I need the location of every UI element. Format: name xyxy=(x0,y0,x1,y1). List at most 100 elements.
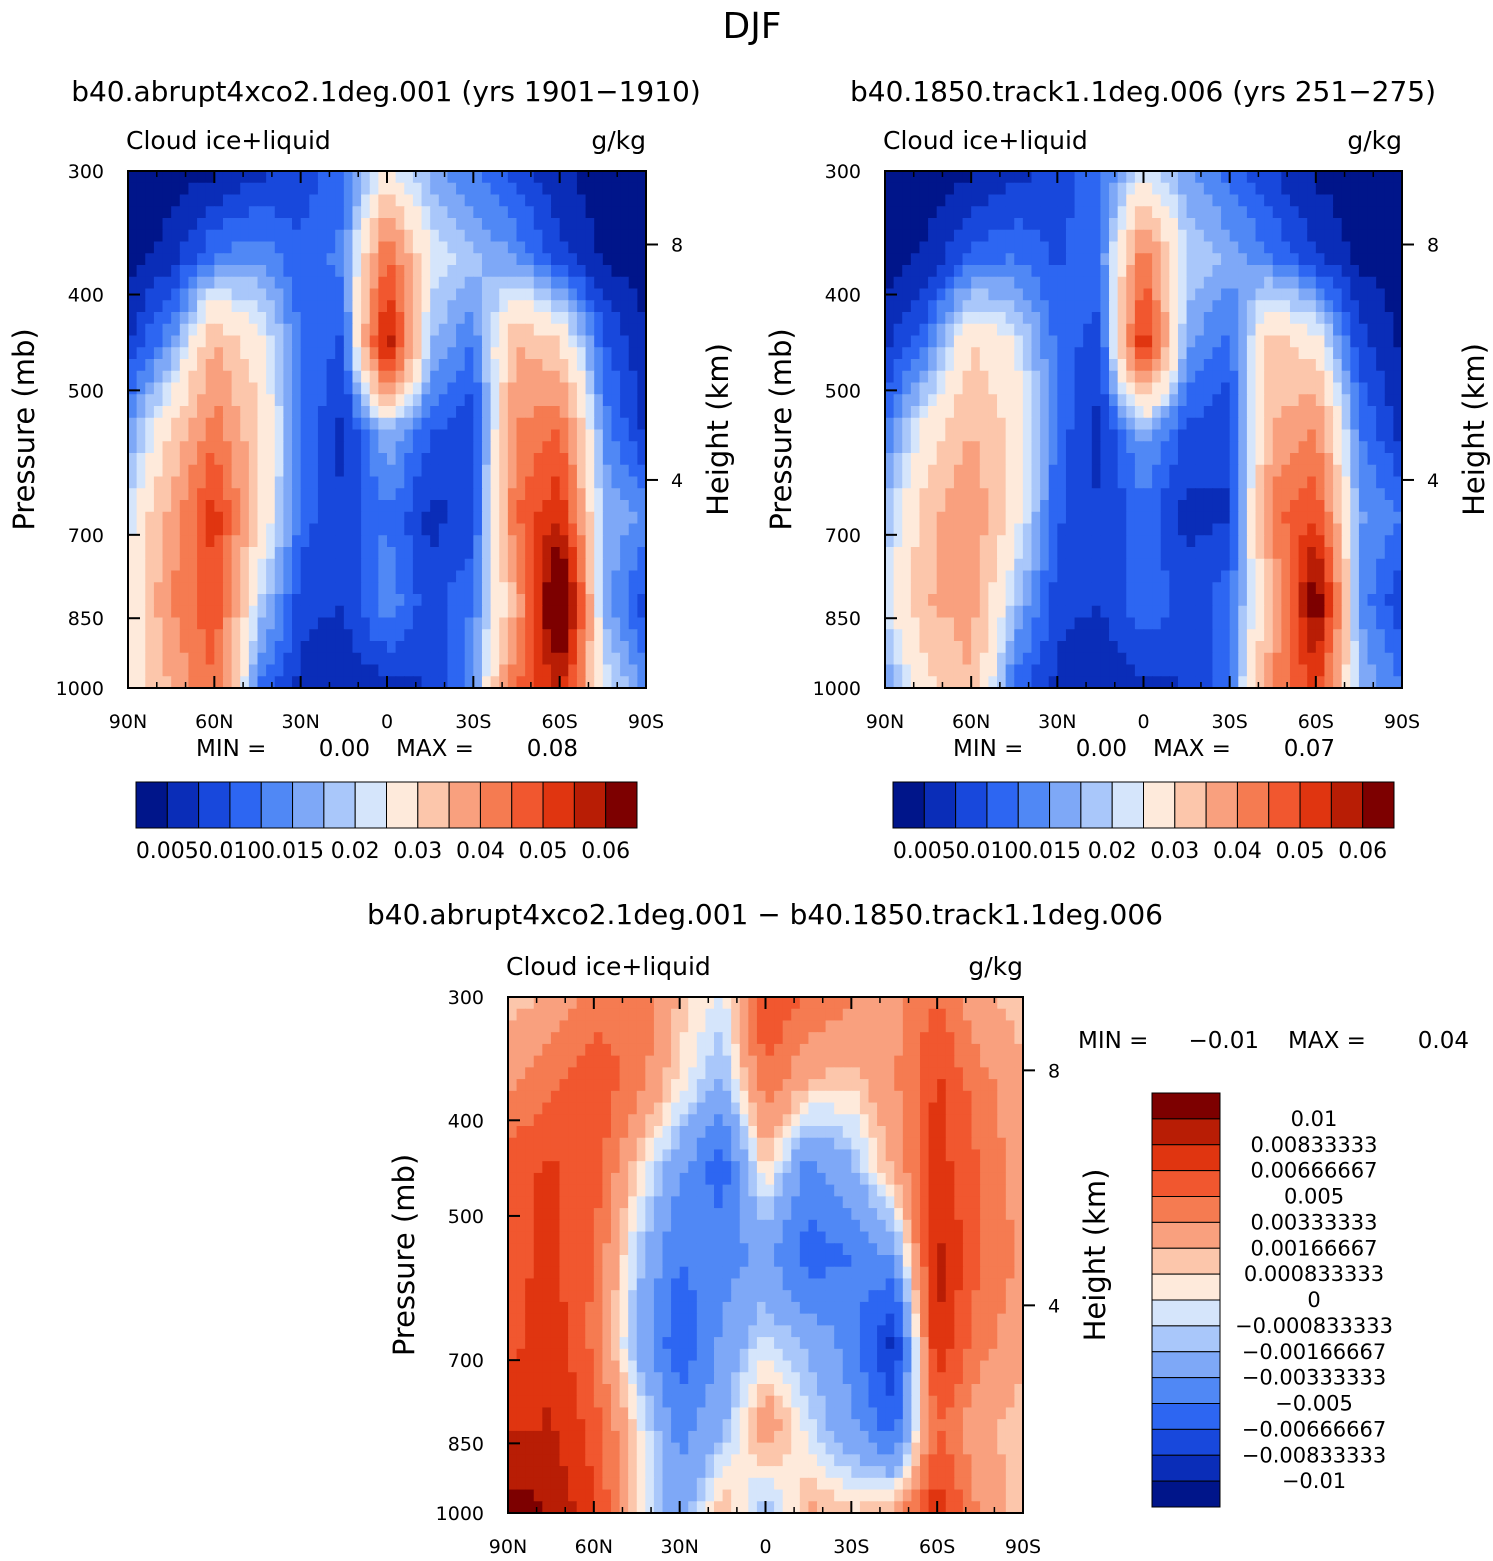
heatmap-cell xyxy=(1065,417,1076,431)
heatmap-cell xyxy=(637,582,647,595)
heatmap-cell xyxy=(412,288,423,301)
heatmap-cell xyxy=(352,441,362,454)
heatmap-cell xyxy=(1289,453,1300,466)
heatmap-cell xyxy=(412,182,423,196)
heatmap-cell xyxy=(902,476,912,489)
heatmap-cell xyxy=(971,605,981,619)
heatmap-cell xyxy=(1195,218,1205,231)
heatmap-cell xyxy=(292,359,302,372)
heatmap-cell xyxy=(516,171,526,184)
heatmap-cell xyxy=(231,241,241,254)
heatmap-cell xyxy=(456,488,466,501)
heatmap-cell xyxy=(292,229,302,243)
heatmap-cell xyxy=(533,476,543,489)
heatmap-cell xyxy=(490,265,500,278)
heatmap-cell xyxy=(1083,229,1093,243)
heatmap-cell xyxy=(928,182,938,196)
heatmap-cell xyxy=(1203,429,1214,442)
heatmap-cell xyxy=(542,241,552,254)
heatmap-cell xyxy=(919,488,929,501)
heatmap-cell xyxy=(421,171,431,184)
heatmap-cell xyxy=(1117,347,1127,360)
heatmap-cell xyxy=(361,594,371,607)
heatmap-cell xyxy=(936,218,946,231)
heatmap-cell xyxy=(1393,429,1403,442)
heatmap-cell xyxy=(551,206,561,219)
heatmap-cell xyxy=(507,253,518,266)
pressure-tick-label: 700 xyxy=(68,525,104,547)
heatmap-cell xyxy=(153,535,164,548)
heatmap-cell xyxy=(628,511,638,525)
heatmap-cell xyxy=(962,370,972,384)
heatmap-cell xyxy=(997,394,1007,407)
heatmap-cell xyxy=(421,664,431,677)
heatmap-cell xyxy=(128,664,138,677)
heatmap-cell xyxy=(447,347,457,360)
heatmap-cell xyxy=(404,441,414,454)
heatmap-cell xyxy=(214,441,224,454)
heatmap-cell xyxy=(1109,218,1119,231)
heatmap-cell xyxy=(283,629,293,642)
heatmap-cell xyxy=(369,453,379,466)
heatmap-cell xyxy=(1160,558,1170,572)
heatmap-cell xyxy=(499,382,509,395)
heatmap-cell xyxy=(1298,406,1308,419)
heatmap-cell xyxy=(240,382,250,395)
heatmap-cell xyxy=(997,500,1007,513)
heatmap-cell xyxy=(378,394,388,407)
heatmap-cell xyxy=(885,182,895,196)
heatmap-cell xyxy=(1384,288,1394,301)
heatmap-cell xyxy=(1083,218,1093,231)
heatmap-cell xyxy=(361,676,371,689)
heatmap-cell xyxy=(910,194,921,207)
heatmap-cell xyxy=(248,641,259,654)
heatmap-cell xyxy=(525,171,535,184)
heatmap-cell xyxy=(585,441,595,454)
heatmap-cell xyxy=(1057,370,1067,384)
heatmap-cell xyxy=(412,464,423,478)
heatmap-cell xyxy=(1117,171,1127,184)
heatmap-cell xyxy=(421,441,431,454)
heatmap-cell xyxy=(979,241,989,254)
heatmap-cell xyxy=(945,453,955,466)
heatmap-cell xyxy=(516,335,526,348)
heatmap-cell xyxy=(1186,171,1196,184)
heatmap-cell xyxy=(274,617,284,630)
heatmap-cell xyxy=(1126,347,1136,360)
heatmap-cell xyxy=(214,394,224,407)
heatmap-cell xyxy=(1100,394,1110,407)
heatmap-cell xyxy=(369,406,379,419)
heatmap-cell xyxy=(1169,453,1179,466)
heatmap-cell xyxy=(594,429,604,442)
heatmap-cell xyxy=(1324,206,1334,219)
heatmap-cell xyxy=(412,676,423,689)
heatmap-cell xyxy=(1384,441,1394,454)
heatmap-cell xyxy=(559,288,569,301)
heatmap-cell xyxy=(1298,500,1308,513)
heatmap-cell xyxy=(1100,300,1110,313)
heatmap-cell xyxy=(222,265,233,278)
heatmap-cell xyxy=(1384,453,1394,466)
heatmap-cell xyxy=(248,229,259,243)
heatmap-cell xyxy=(266,441,276,454)
heatmap-cell xyxy=(1065,605,1076,619)
heatmap-cell xyxy=(1091,523,1102,536)
heatmap-cell xyxy=(456,382,466,395)
heatmap-cell xyxy=(438,171,449,184)
heatmap-cell xyxy=(179,194,190,207)
heatmap-cell xyxy=(953,382,964,395)
heatmap-cell xyxy=(1238,265,1248,278)
heatmap-cell xyxy=(274,382,284,395)
heatmap-cell xyxy=(1393,464,1403,478)
heatmap-cell xyxy=(1367,182,1377,196)
heatmap-cell xyxy=(979,171,989,184)
heatmap-cell xyxy=(1022,253,1033,266)
heatmap-cell xyxy=(1014,182,1024,196)
heatmap-cell xyxy=(1083,417,1093,431)
variable-label: Cloud ice+liquid xyxy=(883,126,1088,155)
heatmap-cell xyxy=(481,194,492,207)
heatmap-cell xyxy=(1264,441,1274,454)
heatmap-cell xyxy=(145,370,155,384)
heatmap-cell xyxy=(971,535,981,548)
heatmap-cell xyxy=(473,288,483,301)
